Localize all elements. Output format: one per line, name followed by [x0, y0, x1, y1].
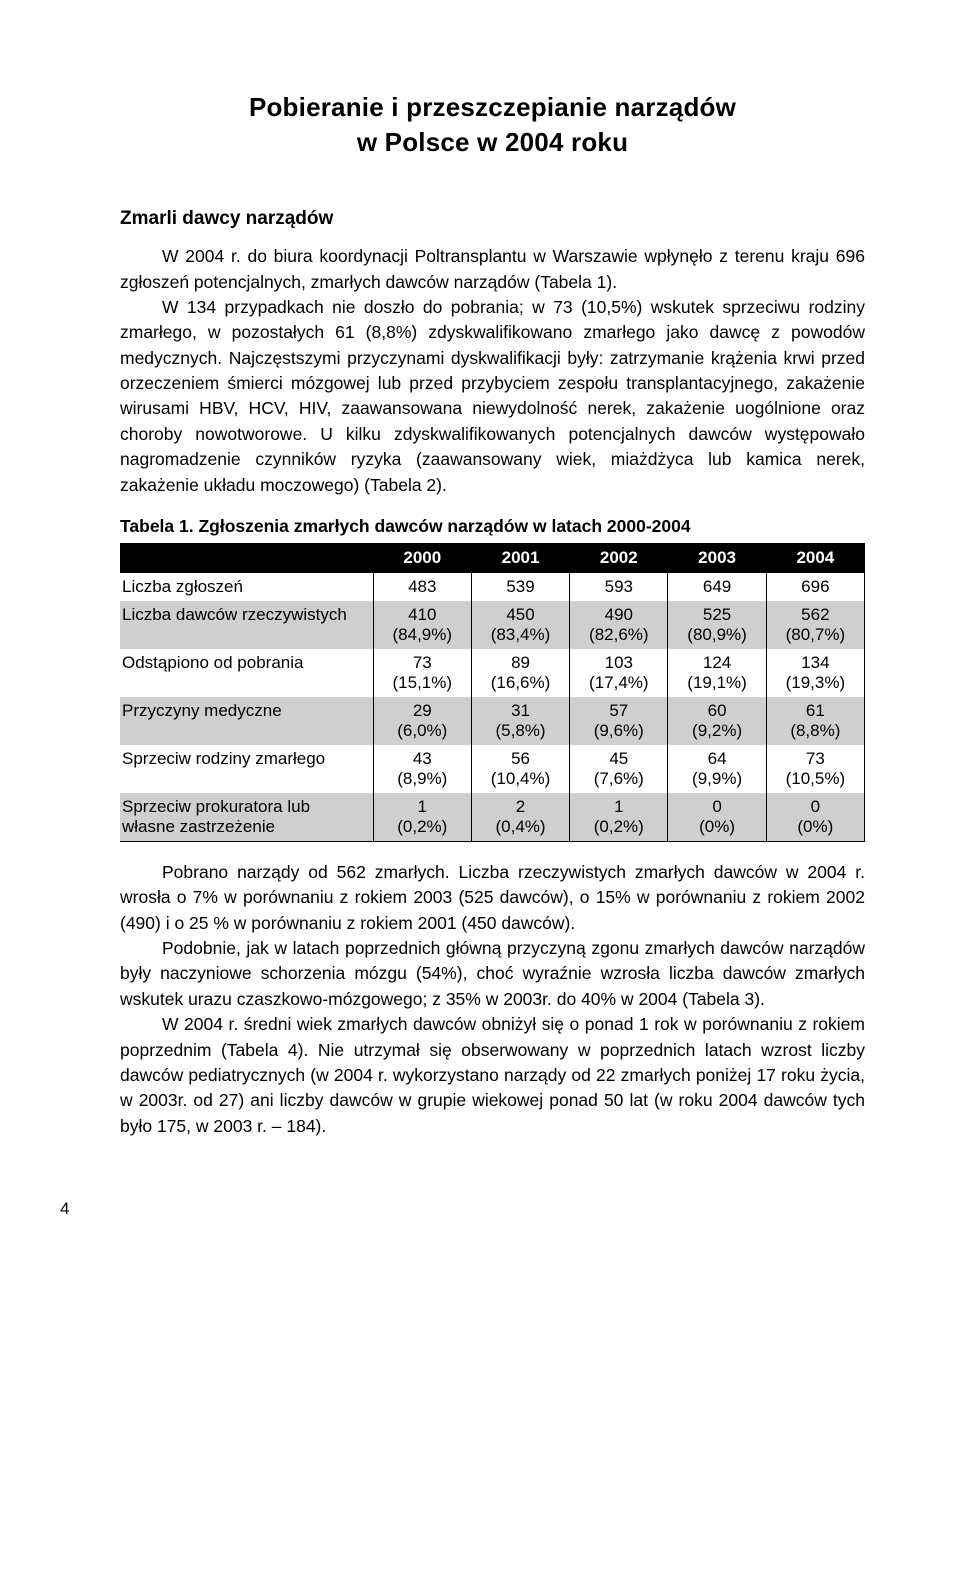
table-cell: 43 (8,9%)	[373, 745, 471, 793]
table-cell: 60 (9,2%)	[668, 697, 766, 745]
table-cell: 1 (0,2%)	[570, 793, 668, 842]
table-cell: 0 (0%)	[668, 793, 766, 842]
table-row: Sprzeciw prokuratora lub własne zastrzeż…	[120, 793, 865, 842]
document-page: Pobieranie i przeszczepianie narządów w …	[0, 0, 960, 1259]
table-cell: 73 (10,5%)	[766, 745, 864, 793]
title-line-1: Pobieranie i przeszczepianie narządów	[249, 92, 736, 122]
table-cell: 539	[471, 573, 569, 601]
table-cell: 525 (80,9%)	[668, 601, 766, 649]
table-header-row: 20002001200220032004	[120, 543, 865, 573]
table-header-empty	[120, 543, 373, 573]
table-row-label: Sprzeciw prokuratora lub własne zastrzeż…	[120, 793, 373, 842]
table-cell: 696	[766, 573, 864, 601]
table-cell: 45 (7,6%)	[570, 745, 668, 793]
table-cell: 483	[373, 573, 471, 601]
table-cell: 490 (82,6%)	[570, 601, 668, 649]
paragraph-1: W 2004 r. do biura koordynacji Poltransp…	[120, 244, 865, 295]
page-title: Pobieranie i przeszczepianie narządów w …	[120, 90, 865, 160]
title-line-2: w Polsce w 2004 roku	[357, 127, 628, 157]
paragraph-3: Pobrano narządy od 562 zmarłych. Liczba …	[120, 860, 865, 936]
table-cell: 64 (9,9%)	[668, 745, 766, 793]
paragraph-4: Podobnie, jak w latach poprzednich główn…	[120, 936, 865, 1012]
table-row-label: Sprzeciw rodziny zmarłego	[120, 745, 373, 793]
table-row: Liczba zgłoszeń483539593649696	[120, 573, 865, 601]
section-heading: Zmarli dawcy narządów	[120, 208, 865, 230]
table-cell: 29 (6,0%)	[373, 697, 471, 745]
table-cell: 134 (19,3%)	[766, 649, 864, 697]
table-body: Liczba zgłoszeń483539593649696Liczba daw…	[120, 573, 865, 842]
table-row-label: Liczba dawców rzeczywistych	[120, 601, 373, 649]
table-header-cell: 2002	[570, 543, 668, 573]
table-cell: 31 (5,8%)	[471, 697, 569, 745]
table-header-cell: 2004	[766, 543, 864, 573]
table-header-cell: 2000	[373, 543, 471, 573]
table-row: Przyczyny medyczne29 (6,0%)31 (5,8%)57 (…	[120, 697, 865, 745]
table-row-label: Liczba zgłoszeń	[120, 573, 373, 601]
paragraph-5: W 2004 r. średni wiek zmarłych dawców ob…	[120, 1012, 865, 1139]
page-number: 4	[60, 1199, 865, 1219]
paragraph-2: W 134 przypadkach nie doszło do pobrania…	[120, 295, 865, 498]
table-cell: 1 (0,2%)	[373, 793, 471, 842]
table-cell: 649	[668, 573, 766, 601]
table-cell: 410 (84,9%)	[373, 601, 471, 649]
table-row-label: Przyczyny medyczne	[120, 697, 373, 745]
table-cell: 103 (17,4%)	[570, 649, 668, 697]
table-1: 20002001200220032004 Liczba zgłoszeń4835…	[120, 543, 865, 842]
table-cell: 89 (16,6%)	[471, 649, 569, 697]
table-cell: 450 (83,4%)	[471, 601, 569, 649]
table-cell: 124 (19,1%)	[668, 649, 766, 697]
table-header-cell: 2003	[668, 543, 766, 573]
body-text-block-2: Pobrano narządy od 562 zmarłych. Liczba …	[120, 860, 865, 1139]
table-row-label: Odstąpiono od pobrania	[120, 649, 373, 697]
table-cell: 0 (0%)	[766, 793, 864, 842]
table-cell: 61 (8,8%)	[766, 697, 864, 745]
table-cell: 562 (80,7%)	[766, 601, 864, 649]
table-cell: 57 (9,6%)	[570, 697, 668, 745]
table-cell: 593	[570, 573, 668, 601]
body-text-block-1: W 2004 r. do biura koordynacji Poltransp…	[120, 244, 865, 498]
table-cell: 56 (10,4%)	[471, 745, 569, 793]
table-1-caption: Tabela 1. Zgłoszenia zmarłych dawców nar…	[120, 516, 865, 537]
table-row: Odstąpiono od pobrania73 (15,1%)89 (16,6…	[120, 649, 865, 697]
table-row: Sprzeciw rodziny zmarłego43 (8,9%)56 (10…	[120, 745, 865, 793]
table-cell: 73 (15,1%)	[373, 649, 471, 697]
table-row: Liczba dawców rzeczywistych410 (84,9%)45…	[120, 601, 865, 649]
table-header-cell: 2001	[471, 543, 569, 573]
table-cell: 2 (0,4%)	[471, 793, 569, 842]
